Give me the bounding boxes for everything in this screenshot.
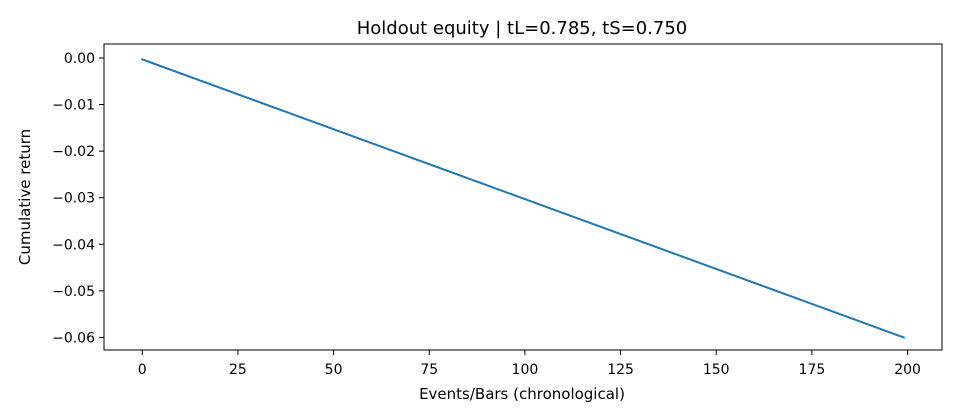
y-tick-label: −0.03 bbox=[52, 191, 95, 207]
y-tick-label: 0.00 bbox=[64, 51, 95, 67]
x-tick-label: 200 bbox=[894, 362, 921, 378]
x-axis-ticks: 0 25 50 75 100 125 150 175 200 bbox=[138, 350, 921, 378]
series-layer bbox=[140, 58, 906, 339]
x-tick-label: 175 bbox=[799, 362, 826, 378]
y-tick-label: −0.02 bbox=[52, 144, 95, 160]
series-line bbox=[140, 58, 906, 339]
x-tick-label: 150 bbox=[703, 362, 730, 378]
plot-area: 0 25 50 75 100 125 150 175 200 0.00 −0.01 −0.02 −0.… bbox=[52, 43, 943, 378]
plot-frame bbox=[103, 43, 943, 351]
x-tick-label: 125 bbox=[607, 362, 634, 378]
x-axis-label: Events/Bars (chronological) bbox=[419, 385, 625, 403]
x-tick-label: 50 bbox=[325, 362, 343, 378]
x-tick-label: 25 bbox=[229, 362, 247, 378]
y-tick-label: −0.05 bbox=[52, 284, 95, 300]
x-tick-label: 0 bbox=[138, 362, 147, 378]
y-axis-ticks: 0.00 −0.01 −0.02 −0.03 −0.04 −0.05 −0.06 bbox=[52, 51, 104, 346]
x-tick-label: 100 bbox=[512, 362, 539, 378]
y-tick-label: −0.06 bbox=[52, 330, 95, 346]
y-tick-label: −0.01 bbox=[52, 98, 95, 114]
x-tick-label: 75 bbox=[420, 362, 438, 378]
chart-title: Holdout equity | tL=0.785, tS=0.750 bbox=[357, 18, 688, 39]
y-axis-label: Cumulative return bbox=[16, 129, 34, 265]
y-tick-label: −0.04 bbox=[52, 237, 95, 253]
